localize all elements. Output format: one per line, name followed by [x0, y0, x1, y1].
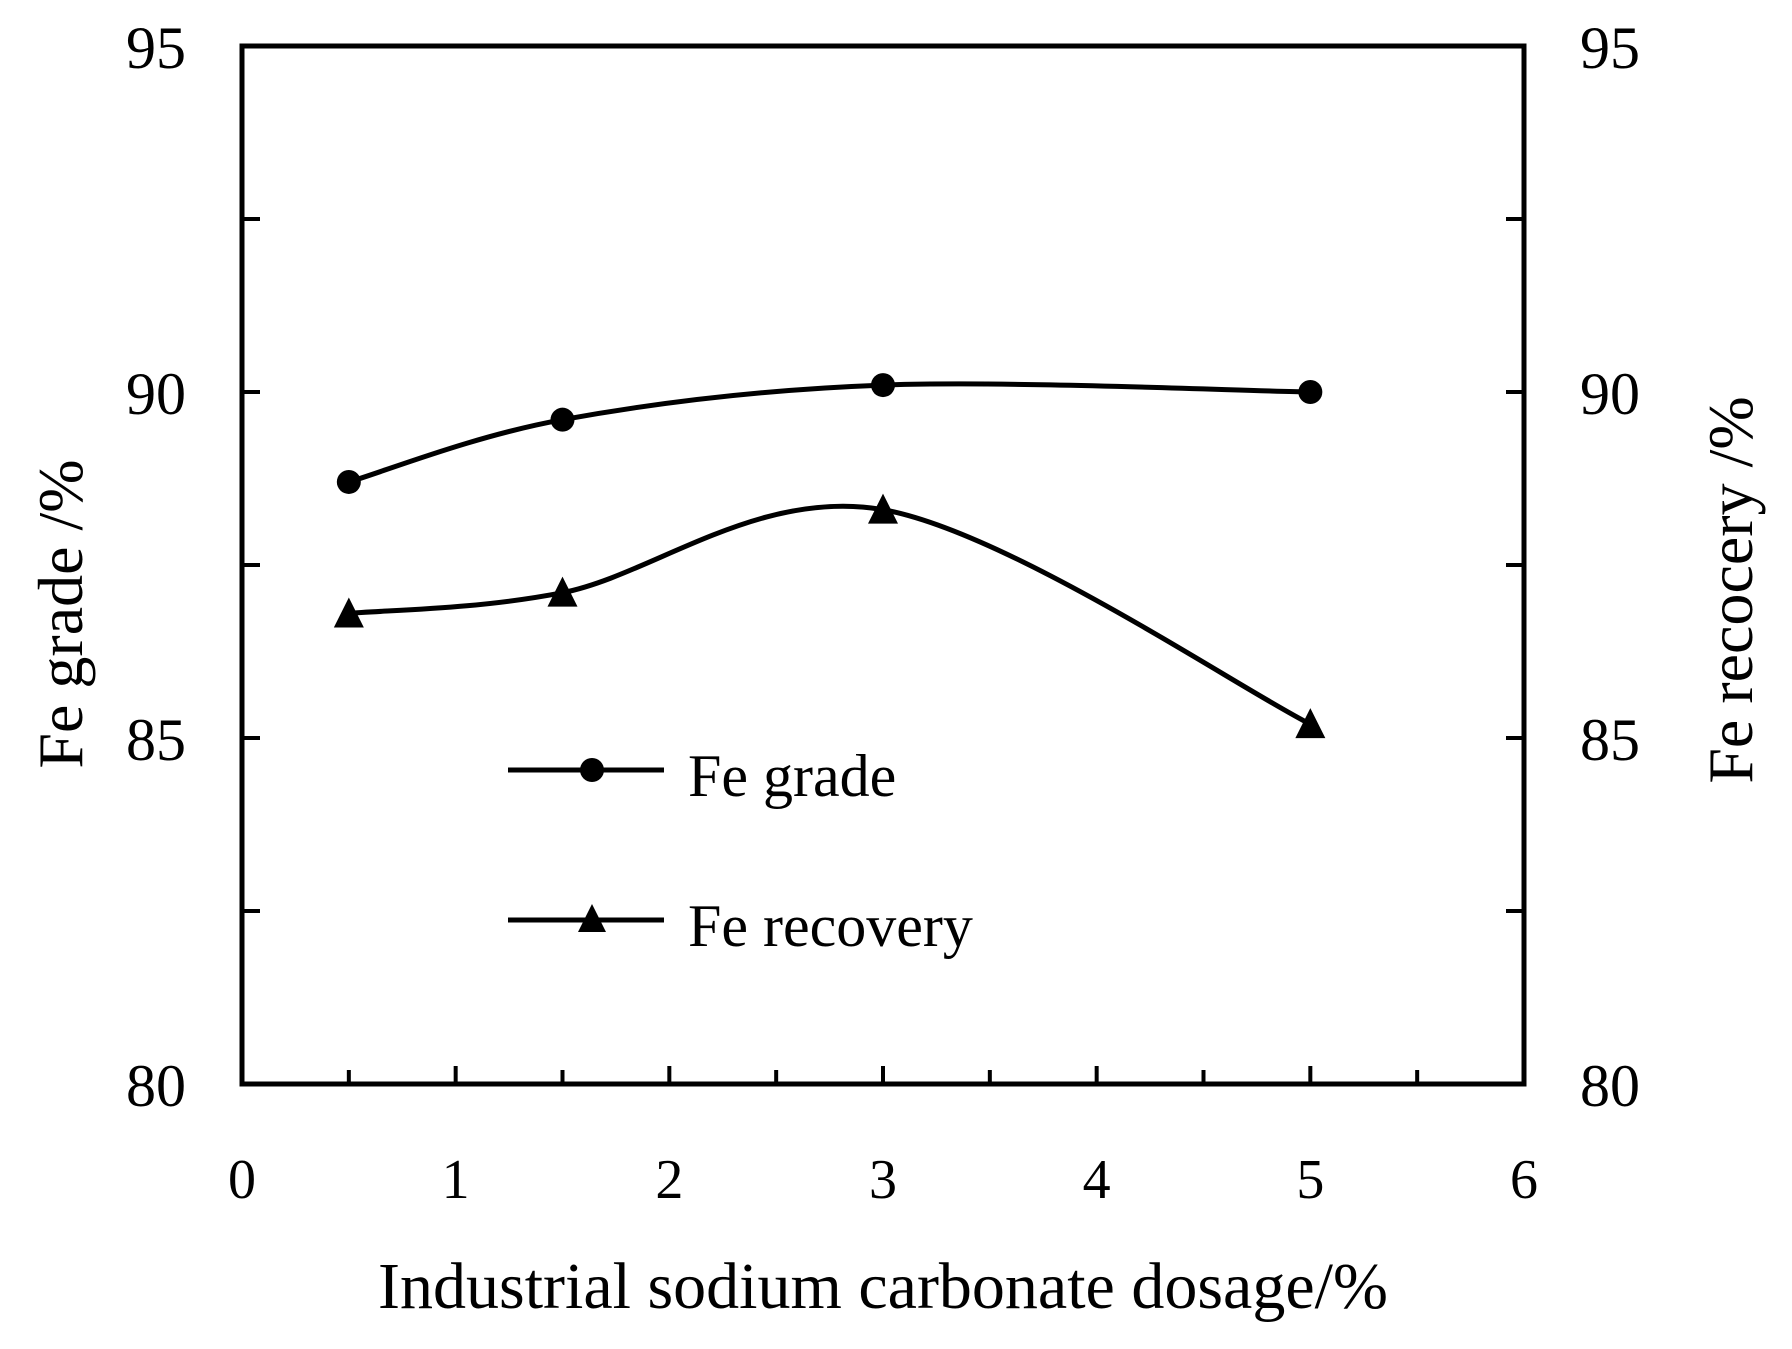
series-layer	[333, 373, 1326, 739]
series-line-fe-grade	[348, 381, 1311, 485]
x-tick-label: 1	[442, 1149, 470, 1211]
plot-frame	[239, 43, 1527, 1087]
y-left-tick-label: 90	[126, 361, 186, 427]
x-tick-label: 6	[1510, 1149, 1538, 1211]
data-point-fe-grade	[1298, 380, 1323, 404]
y-left-tick-label: 95	[126, 15, 186, 81]
data-point-fe-grade	[336, 469, 361, 494]
x-tick-label: 0	[228, 1149, 256, 1211]
y-left-tick-label: 85	[126, 707, 186, 773]
legend-marker-fe-grade	[580, 758, 604, 782]
legend-label-fe-grade: Fe grade	[688, 743, 896, 809]
x-tick-label: 3	[869, 1149, 897, 1211]
y-right-tick-label: 85	[1580, 707, 1640, 773]
legend-marker-fe-recovery	[578, 904, 606, 932]
y-right-tick-label: 90	[1580, 361, 1640, 427]
data-point-fe-recovery	[333, 597, 364, 628]
data-point-fe-recovery	[1295, 708, 1326, 739]
y-axis-label-right: Fe recocery /%	[1695, 396, 1766, 783]
tick-labels: 0 1 2 3 4 5 6 80 85 90 95 80 85 90 95	[126, 15, 1640, 1211]
data-point-fe-recovery	[547, 576, 578, 607]
x-tick-label: 2	[655, 1149, 683, 1211]
y-right-tick-label: 95	[1580, 15, 1640, 81]
y-left-tick-label: 80	[126, 1053, 186, 1119]
data-point-fe-grade	[550, 407, 575, 432]
series-line-fe-recovery	[348, 503, 1312, 727]
data-point-fe-recovery	[868, 493, 898, 524]
data-point-fe-grade	[871, 373, 895, 398]
legend-label-fe-recovery: Fe recovery	[688, 893, 973, 959]
x-tick-label: 4	[1083, 1149, 1111, 1211]
x-tick-label: 5	[1296, 1149, 1324, 1211]
x-axis-label: Industrial sodium carbonate dosage/%	[378, 1250, 1388, 1323]
legend: Fe grade Fe recovery	[508, 743, 973, 959]
y-right-tick-label: 80	[1580, 1053, 1640, 1119]
y-axis-label-left: Fe grade /%	[25, 459, 96, 768]
